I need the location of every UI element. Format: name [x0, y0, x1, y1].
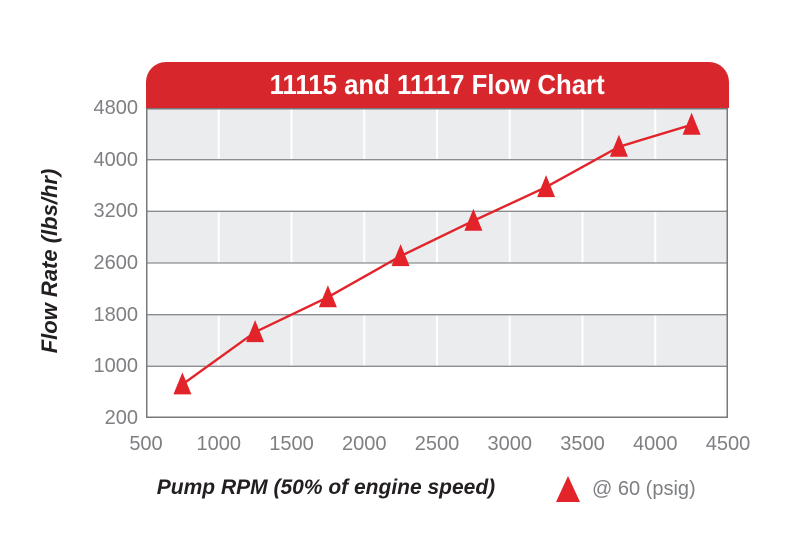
- x-tick-label: 2000: [342, 433, 387, 455]
- x-tick-label: 4000: [633, 433, 678, 455]
- x-tick-label: 2500: [414, 433, 460, 455]
- plot-area: [146, 108, 728, 418]
- data-point-marker: [246, 320, 265, 343]
- x-tick-label: 4500: [705, 433, 751, 455]
- data-point-marker: [318, 285, 337, 308]
- y-tick-label: 4800: [93, 97, 139, 119]
- x-tick-label: 3000: [487, 433, 533, 455]
- data-point-marker: [609, 134, 628, 157]
- y-tick-label: 4000: [93, 148, 139, 171]
- x-axis-title: Pump RPM (50% of engine speed): [156, 476, 496, 499]
- flow-curve: [181, 123, 692, 386]
- legend-label: @ 60 (psig): [592, 477, 696, 500]
- y-tick-label: 1000: [93, 355, 139, 378]
- data-point-marker: [391, 244, 410, 267]
- y-tick-label: 3200: [93, 200, 139, 223]
- chart-title: 11115 and 11117 Flow Chart: [269, 69, 606, 100]
- plot-border: [146, 108, 728, 418]
- legend-triangle-icon: [556, 476, 580, 502]
- chart-title-banner: 11115 and 11117 Flow Chart: [146, 62, 729, 108]
- y-tick-label: 2600: [93, 252, 139, 274]
- data-point-marker: [682, 112, 701, 135]
- y-tick-label: 1800: [93, 303, 139, 326]
- data-point-marker: [464, 208, 483, 231]
- data-point-marker: [537, 175, 556, 198]
- flow-chart-svg: [146, 108, 728, 418]
- legend: @ 60 (psig): [556, 476, 696, 502]
- x-tick-label: 500: [129, 433, 163, 455]
- x-tick-label: 3500: [560, 433, 605, 455]
- x-tick-label: 1000: [196, 433, 242, 455]
- y-tick-label: 200: [104, 407, 138, 429]
- data-point-marker: [173, 372, 192, 395]
- x-tick-label: 1500: [269, 433, 314, 455]
